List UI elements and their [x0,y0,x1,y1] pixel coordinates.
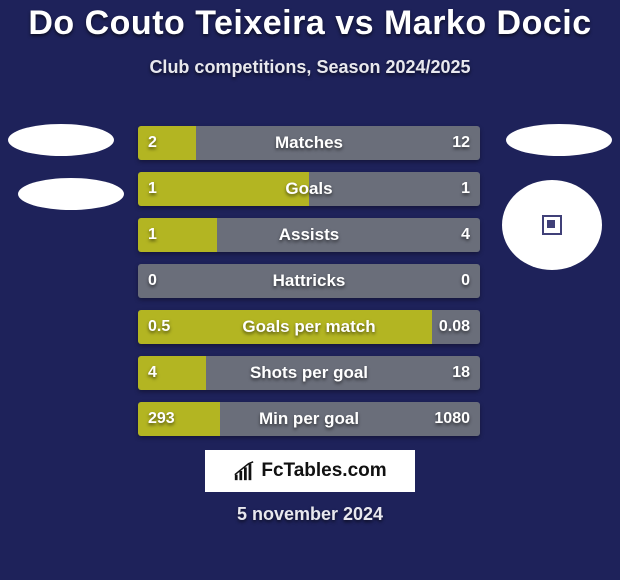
stat-right-segment [196,126,480,160]
stat-left-segment [138,218,217,252]
stat-right-segment [220,402,480,436]
stat-left-segment [138,310,432,344]
stat-row: Min per goal2931080 [138,402,480,436]
stat-right-segment [138,264,480,298]
snapshot-date: 5 november 2024 [0,504,620,525]
right-decor-circle [502,180,602,270]
left-decor-ellipse-2 [18,178,124,210]
stat-left-segment [138,356,206,390]
stat-row: Goals11 [138,172,480,206]
stat-right-segment [309,172,480,206]
page-subtitle: Club competitions, Season 2024/2025 [0,57,620,78]
stat-row: Shots per goal418 [138,356,480,390]
left-decor-ellipse-1 [8,124,114,156]
stat-row: Goals per match0.50.08 [138,310,480,344]
logo-box: FcTables.com [205,450,415,492]
stat-right-segment [206,356,480,390]
stat-bars-container: Matches212 Goals11 Assists14 Hattricks00 Goa… [138,126,480,448]
stat-left-segment [138,172,309,206]
stat-right-segment [217,218,480,252]
logo-text: FcTables.com [261,460,386,482]
page-title: Do Couto Teixeira vs Marko Docic [0,4,620,43]
stat-row: Matches212 [138,126,480,160]
right-decor-ellipse-1 [506,124,612,156]
stat-right-segment [432,310,480,344]
stat-left-segment [138,126,196,160]
stat-row: Assists14 [138,218,480,252]
stat-row: Hattricks00 [138,264,480,298]
fctables-logo-icon [233,460,255,482]
placeholder-icon [542,215,562,235]
stat-left-segment [138,402,220,436]
